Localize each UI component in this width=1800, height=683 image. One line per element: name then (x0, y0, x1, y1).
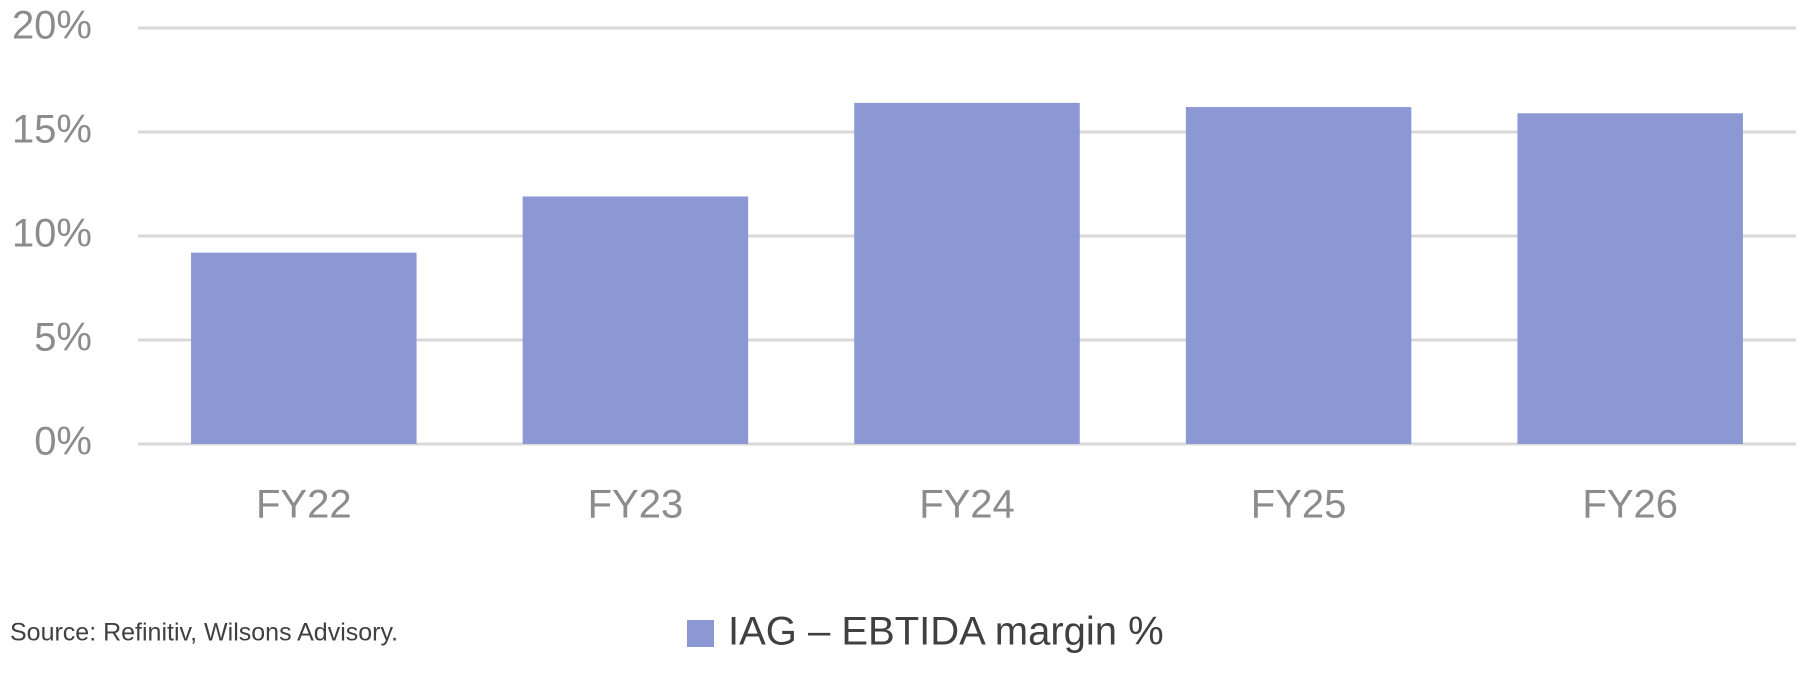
legend-label: IAG – EBTIDA margin % (728, 610, 1164, 654)
bar (522, 196, 749, 444)
x-tick-label: FY24 (919, 483, 1015, 527)
y-tick-label: 15% (12, 108, 92, 152)
y-tick-label: 0% (34, 420, 92, 464)
x-tick-label: FY23 (588, 483, 684, 527)
y-tick-label: 5% (34, 316, 92, 360)
x-tick-label: FY26 (1582, 483, 1678, 527)
x-tick-label: FY25 (1251, 483, 1347, 527)
y-tick-label: 20% (12, 4, 92, 48)
source-note: Source: Refinitiv, Wilsons Advisory. (10, 619, 398, 647)
legend-swatch (687, 620, 714, 647)
bar (854, 102, 1080, 444)
bar (1185, 107, 1412, 444)
y-tick-label: 10% (12, 212, 92, 256)
bar (1517, 113, 1743, 444)
bar (191, 252, 417, 444)
x-tick-label: FY22 (256, 483, 352, 527)
